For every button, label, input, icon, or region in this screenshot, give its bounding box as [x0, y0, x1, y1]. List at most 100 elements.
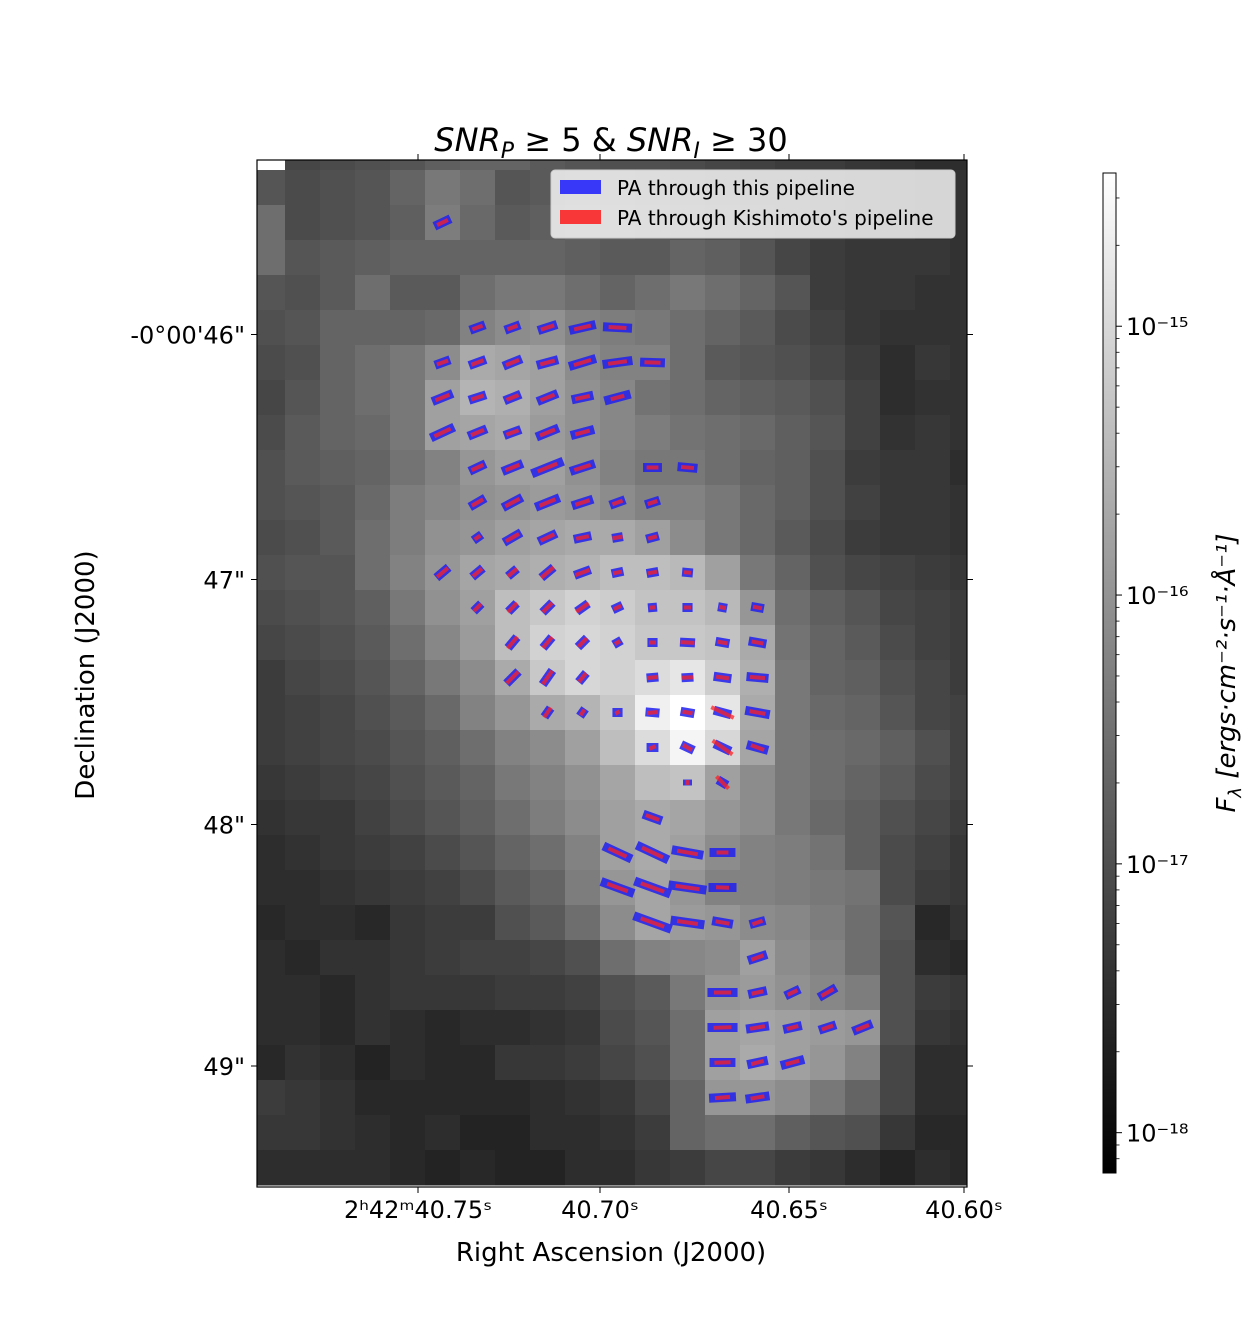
image-pixel	[425, 905, 461, 941]
image-pixel	[950, 730, 986, 766]
image-pixel	[950, 310, 986, 346]
image-pixel	[915, 660, 951, 696]
title-cond-1: ≥ 5 &	[514, 121, 627, 159]
pa-vector-kishimoto	[576, 536, 589, 539]
image-pixel	[915, 765, 951, 801]
image-pixel	[320, 205, 356, 241]
image-pixel	[950, 1115, 986, 1151]
image-pixel	[880, 590, 916, 626]
image-pixel	[845, 800, 881, 836]
image-pixel	[355, 485, 391, 521]
image-pixel	[495, 1150, 531, 1186]
image-pixel	[320, 450, 356, 486]
image-pixel	[460, 730, 496, 766]
image-pixel	[740, 765, 776, 801]
image-pixel	[705, 310, 741, 346]
image-pixel	[635, 310, 671, 346]
image-pixel	[740, 555, 776, 591]
colorbar-tick-label: 10⁻¹⁵	[1126, 313, 1188, 341]
image-pixel	[250, 345, 286, 381]
image-pixel	[285, 800, 321, 836]
image-pixel	[600, 905, 636, 941]
image-pixel	[915, 1045, 951, 1081]
image-pixel	[250, 450, 286, 486]
image-pixel	[880, 275, 916, 311]
image-pixel	[355, 520, 391, 556]
image-pixel	[355, 590, 391, 626]
image-pixel	[355, 1010, 391, 1046]
image-pixel	[495, 205, 531, 241]
image-pixel	[845, 975, 881, 1011]
image-pixel	[775, 905, 811, 941]
image-pixel	[915, 1115, 951, 1151]
image-pixel	[460, 765, 496, 801]
image-pixel	[950, 135, 986, 171]
image-pixel	[670, 345, 706, 381]
pa-vector-kishimoto	[649, 746, 656, 748]
pa-vector-kishimoto	[752, 991, 764, 993]
image-pixel	[705, 450, 741, 486]
colorbar-tick-label: 10⁻¹⁷	[1126, 851, 1188, 879]
image-pixel	[495, 1045, 531, 1081]
image-pixel	[670, 975, 706, 1011]
image-pixel	[250, 835, 286, 871]
image-pixel	[915, 835, 951, 871]
image-pixel	[355, 1150, 391, 1186]
image-pixel	[495, 170, 531, 206]
pa-vector-kishimoto	[714, 1062, 730, 1063]
image-pixel	[460, 1115, 496, 1151]
image-pixel	[775, 380, 811, 416]
image-pixel	[425, 870, 461, 906]
image-pixel	[250, 940, 286, 976]
image-pixel	[670, 940, 706, 976]
image-pixel	[635, 1115, 671, 1151]
image-pixel	[355, 1080, 391, 1116]
image-pixel	[495, 800, 531, 836]
image-pixel	[355, 695, 391, 731]
image-pixel	[460, 940, 496, 976]
image-pixel	[390, 975, 426, 1011]
image-pixel	[390, 1010, 426, 1046]
image-pixel	[915, 625, 951, 661]
image-pixel	[740, 870, 776, 906]
image-pixel	[460, 695, 496, 731]
image-pixel	[390, 660, 426, 696]
image-pixel	[355, 555, 391, 591]
image-pixel	[775, 310, 811, 346]
pa-vector-kishimoto	[608, 361, 627, 364]
image-pixel	[320, 1045, 356, 1081]
image-pixel	[635, 240, 671, 276]
image-pixel	[775, 345, 811, 381]
y-tick-label: -0°00'46"	[130, 322, 245, 350]
image-pixel	[250, 975, 286, 1011]
image-pixel	[600, 240, 636, 276]
image-pixel	[950, 940, 986, 976]
image-pixel	[355, 135, 391, 171]
image-pixel	[705, 240, 741, 276]
image-pixel	[635, 940, 671, 976]
image-pixel	[845, 695, 881, 731]
pa-vector-kishimoto	[613, 537, 623, 539]
image-pixel	[460, 800, 496, 836]
image-pixel	[285, 590, 321, 626]
image-pixel	[670, 520, 706, 556]
image-pixel	[915, 800, 951, 836]
image-pixel	[600, 450, 636, 486]
image-pixel	[285, 345, 321, 381]
image-pixel	[600, 275, 636, 311]
image-pixel	[845, 310, 881, 346]
image-pixel	[915, 555, 951, 591]
image-pixel	[670, 1150, 706, 1186]
image-pixel	[250, 1010, 286, 1046]
image-pixel	[740, 240, 776, 276]
image-pixel	[950, 240, 986, 276]
image-pixel	[775, 695, 811, 731]
image-pixel	[565, 730, 601, 766]
image-pixel	[390, 625, 426, 661]
image-pixel	[705, 520, 741, 556]
image-pixel	[915, 1150, 951, 1186]
image-pixel	[390, 590, 426, 626]
image-pixel	[530, 870, 566, 906]
image-pixel	[530, 1150, 566, 1186]
